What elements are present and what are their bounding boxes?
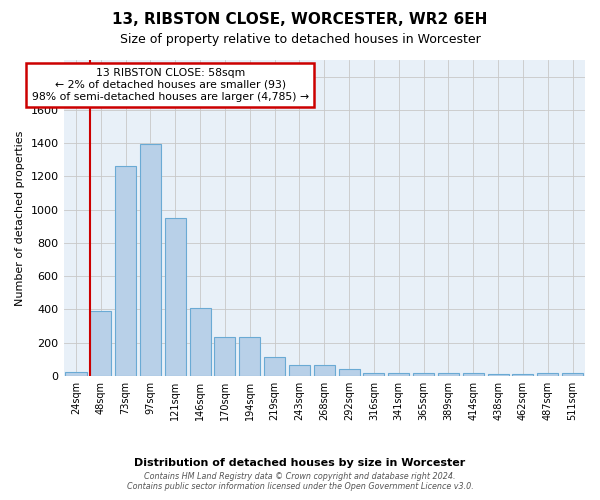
Bar — [314, 366, 335, 376]
Bar — [438, 373, 459, 376]
Bar — [65, 372, 86, 376]
Text: 13, RIBSTON CLOSE, WORCESTER, WR2 6EH: 13, RIBSTON CLOSE, WORCESTER, WR2 6EH — [112, 12, 488, 27]
Bar — [537, 373, 559, 376]
Text: Size of property relative to detached houses in Worcester: Size of property relative to detached ho… — [119, 33, 481, 46]
Bar — [338, 369, 359, 376]
Bar — [214, 337, 235, 376]
Bar — [239, 337, 260, 376]
Bar — [512, 374, 533, 376]
Bar — [388, 373, 409, 376]
Bar — [264, 356, 285, 376]
Bar — [364, 373, 385, 376]
Text: Contains HM Land Registry data © Crown copyright and database right 2024.
Contai: Contains HM Land Registry data © Crown c… — [127, 472, 473, 491]
Y-axis label: Number of detached properties: Number of detached properties — [15, 130, 25, 306]
Bar — [289, 366, 310, 376]
Bar — [165, 218, 186, 376]
Bar — [463, 373, 484, 376]
Bar — [90, 311, 112, 376]
Bar — [413, 373, 434, 376]
Bar — [140, 144, 161, 376]
Text: 13 RIBSTON CLOSE: 58sqm
← 2% of detached houses are smaller (93)
98% of semi-det: 13 RIBSTON CLOSE: 58sqm ← 2% of detached… — [32, 68, 309, 102]
Bar — [488, 374, 509, 376]
Bar — [115, 166, 136, 376]
Text: Distribution of detached houses by size in Worcester: Distribution of detached houses by size … — [134, 458, 466, 468]
Bar — [562, 373, 583, 376]
Bar — [190, 308, 211, 376]
